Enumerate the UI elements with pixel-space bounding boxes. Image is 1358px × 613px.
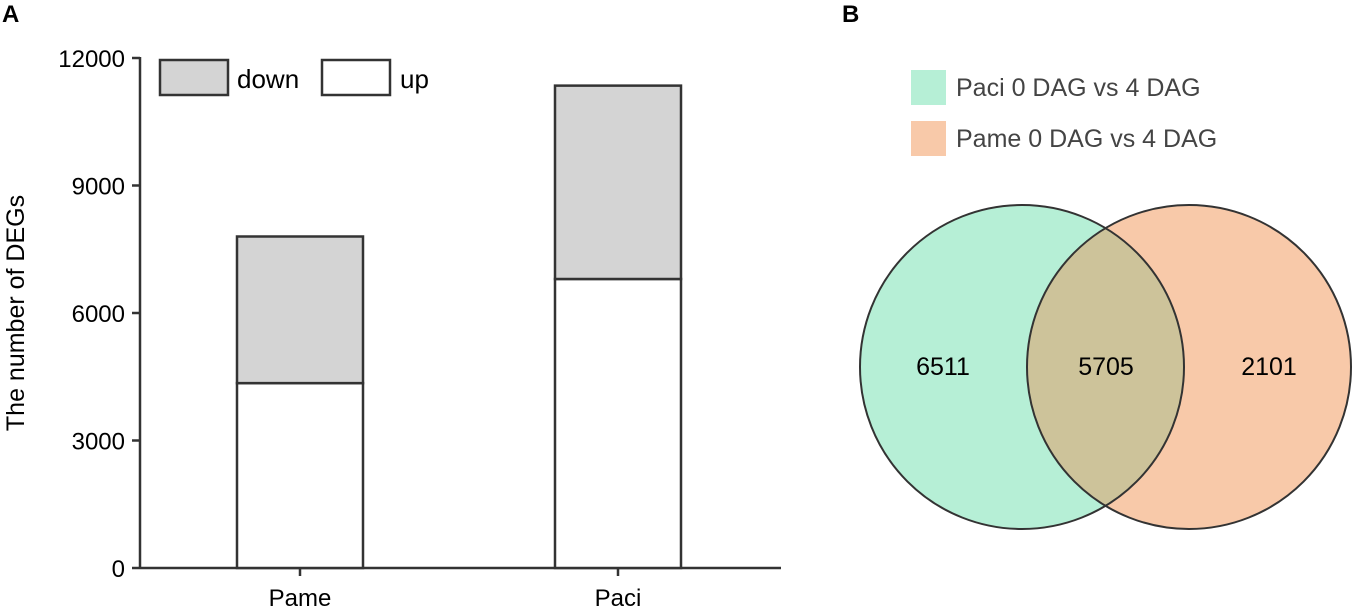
venn-intersection (1027, 205, 1184, 529)
legend-swatch-up (320, 58, 392, 97)
bar-pame-down (235, 235, 365, 385)
venn-diagram: Paci 0 DAG vs 4 DAG Pame 0 DAG vs 4 DAG … (859, 70, 1352, 530)
legend-label-down: down (237, 64, 299, 94)
bar-legend: down up (158, 58, 429, 97)
y-tick-label: 9000 (72, 174, 125, 201)
bar-chart: The number of DEGs 0 3000 6000 9000 12000 Pa… (2, 46, 781, 612)
y-tick-label: 3000 (72, 429, 125, 456)
venn-count-pame-only: 2101 (1241, 353, 1297, 381)
venn-legend-label-paci: Paci 0 DAG vs 4 DAG (956, 74, 1201, 102)
venn-count-intersection: 5705 (1078, 353, 1134, 381)
venn-outline-pame (1026, 204, 1352, 530)
bar-pame-up (235, 381, 365, 570)
y-tick-label: 6000 (72, 301, 125, 328)
y-ticks: 0 3000 6000 9000 12000 (58, 46, 140, 583)
legend-swatch-down (158, 58, 230, 97)
venn-legend-label-pame: Pame 0 DAG vs 4 DAG (956, 125, 1217, 153)
legend-label-up: up (400, 64, 429, 94)
y-tick-label: 0 (112, 556, 125, 583)
x-ticks: Pame Paci (269, 568, 642, 612)
venn-count-paci-only: 6511 (916, 353, 970, 381)
bar-paci-up (553, 277, 683, 570)
y-tick-label: 12000 (58, 46, 125, 73)
venn-legend-swatch-paci (911, 70, 946, 105)
venn-outline-paci (859, 204, 1185, 530)
x-tick-label: Pame (269, 585, 332, 612)
panel-label-b: B (842, 1, 859, 28)
y-axis-label: The number of DEGs (2, 195, 30, 431)
panel-label-a: A (2, 1, 19, 28)
bars (235, 84, 683, 570)
x-tick-label: Paci (595, 585, 642, 612)
bar-paci-down (553, 84, 683, 281)
venn-legend-swatch-pame (911, 121, 946, 156)
